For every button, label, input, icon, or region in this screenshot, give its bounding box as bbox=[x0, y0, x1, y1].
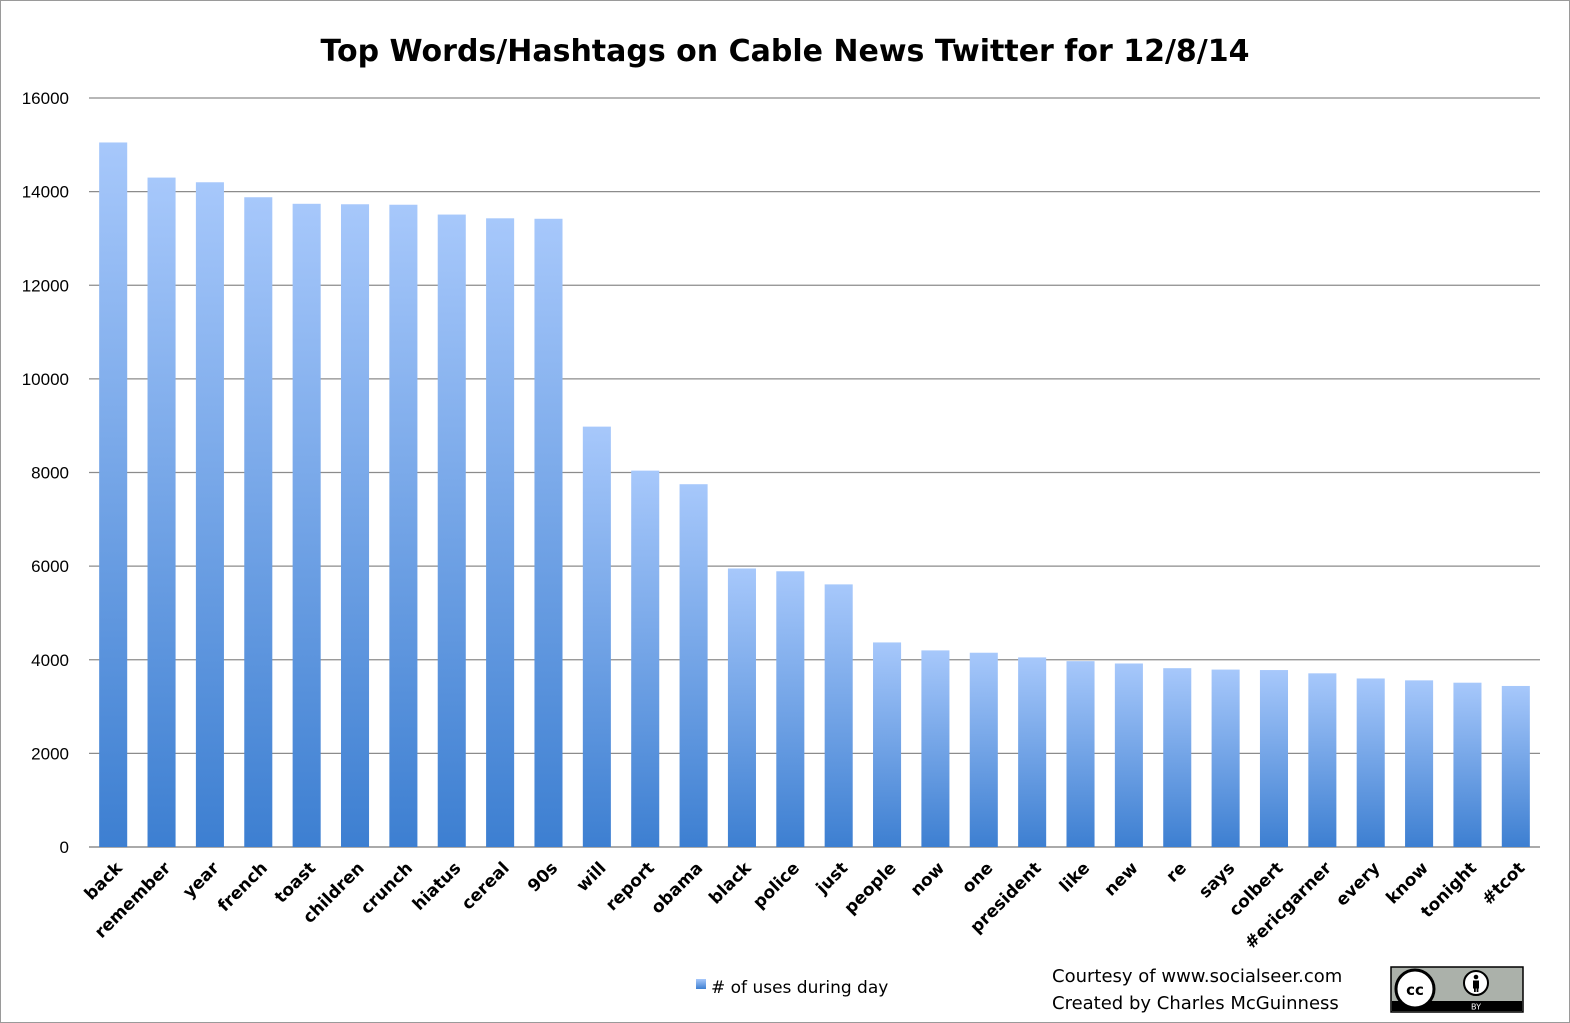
credit-line-2: Created by Charles McGuinness bbox=[1052, 993, 1339, 1014]
x-tick-label: like bbox=[1056, 858, 1094, 896]
x-tick-label: #ericgarner bbox=[1241, 858, 1336, 953]
bar-remember bbox=[147, 177, 176, 848]
x-tick-label: will bbox=[573, 858, 611, 896]
x-tick-label: crunch bbox=[357, 858, 417, 918]
y-tick-label: 2000 bbox=[31, 744, 69, 763]
x-tick-label: says bbox=[1195, 858, 1239, 902]
bar-tonight bbox=[1453, 682, 1482, 847]
x-tick-label: year bbox=[179, 858, 224, 903]
bar-back bbox=[99, 142, 128, 848]
bar-like bbox=[1066, 661, 1095, 847]
bar-just bbox=[824, 584, 853, 847]
bar-hiatus bbox=[437, 214, 466, 848]
x-tick-label: just bbox=[812, 858, 852, 898]
bar-new bbox=[1114, 663, 1143, 847]
bar-know bbox=[1405, 680, 1434, 847]
bars bbox=[99, 142, 1530, 848]
y-tick-label: 10000 bbox=[22, 370, 69, 389]
x-tick-label: obama bbox=[647, 858, 707, 918]
cc-by-icon: cc BY bbox=[1390, 966, 1524, 1013]
bar-people bbox=[873, 642, 902, 847]
bar-colbert bbox=[1259, 670, 1289, 847]
bar-french bbox=[244, 197, 273, 847]
bar-toast bbox=[292, 203, 321, 847]
y-tick-label: 12000 bbox=[22, 276, 69, 295]
cc-text: cc bbox=[1406, 981, 1424, 999]
x-tick-label: back bbox=[81, 858, 127, 904]
y-tick-label: 16000 bbox=[22, 89, 69, 108]
bar-will bbox=[582, 426, 611, 847]
bar-cereal bbox=[486, 218, 515, 848]
x-tick-label: #tcot bbox=[1478, 858, 1529, 909]
bar-ericgarner bbox=[1308, 673, 1337, 847]
legend-label: # of uses during day bbox=[711, 978, 888, 998]
x-tick-label: cereal bbox=[458, 858, 514, 914]
x-tick-label: french bbox=[214, 858, 272, 916]
x-tick-label: hiatus bbox=[409, 858, 465, 914]
bar-one bbox=[969, 652, 998, 847]
credit-line-1: Courtesy of www.socialseer.com bbox=[1052, 966, 1342, 987]
legend-swatch bbox=[696, 979, 706, 989]
bar-crunch bbox=[389, 204, 418, 848]
x-tick-label: every bbox=[1332, 858, 1384, 910]
bar-report bbox=[631, 470, 660, 847]
bar-police bbox=[776, 571, 805, 847]
bar-children bbox=[340, 204, 370, 847]
x-tick-label: police bbox=[749, 858, 804, 913]
bar-re bbox=[1163, 668, 1192, 847]
legend: # of uses during day bbox=[696, 978, 888, 998]
bar-year bbox=[195, 182, 224, 847]
x-tick-label: 90s bbox=[524, 858, 562, 896]
bar-president bbox=[1018, 657, 1047, 847]
x-tick-label: people bbox=[841, 858, 901, 918]
y-axis-ticks: 0 2000 4000 6000 8000 10000 12000 14000 16000 bbox=[22, 89, 69, 857]
bar-tcot bbox=[1501, 685, 1530, 847]
y-tick-label: 0 bbox=[60, 838, 69, 857]
bar-obama bbox=[679, 484, 708, 847]
credits: Courtesy of www.socialseer.com Created b… bbox=[1052, 966, 1342, 1014]
y-tick-label: 14000 bbox=[22, 183, 69, 202]
bar-now bbox=[921, 650, 950, 847]
x-tick-label: re bbox=[1163, 858, 1191, 886]
y-tick-label: 6000 bbox=[31, 557, 69, 576]
x-tick-label: black bbox=[705, 858, 756, 909]
x-tick-label: now bbox=[907, 858, 949, 900]
bar-every bbox=[1356, 678, 1385, 847]
x-tick-label: new bbox=[1100, 858, 1142, 900]
gridlines bbox=[89, 97, 1540, 848]
bar-black bbox=[727, 568, 756, 847]
chart-title: Top Words/Hashtags on Cable News Twitter… bbox=[321, 34, 1250, 69]
x-tick-label: one bbox=[958, 858, 997, 897]
bar-90s bbox=[534, 218, 563, 847]
bar-says bbox=[1211, 669, 1240, 847]
y-tick-label: 4000 bbox=[31, 651, 69, 670]
by-text: BY bbox=[1471, 1003, 1481, 1012]
y-tick-label: 8000 bbox=[31, 464, 69, 483]
